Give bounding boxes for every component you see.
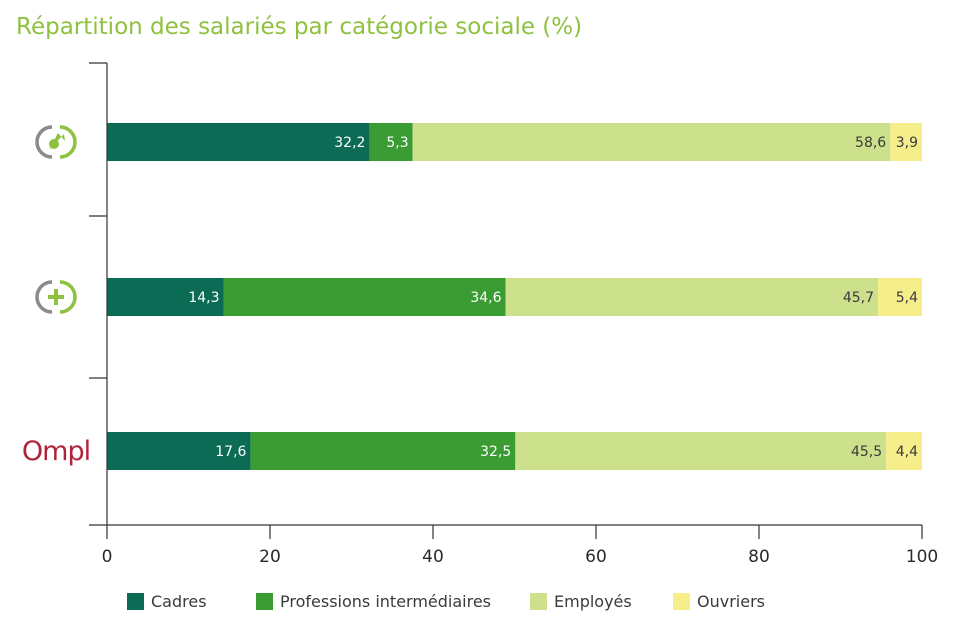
legend-item-ouvriers: Ouvriers: [673, 592, 765, 611]
data-label-0-1: 5,3: [386, 135, 408, 151]
legend-swatch: [530, 593, 547, 610]
legend-item-employ-s: Employés: [530, 592, 632, 611]
data-label-0-3: 3,9: [896, 135, 918, 151]
x-tick-label-80: 80: [748, 547, 770, 567]
x-tick-label-0: 0: [102, 547, 113, 567]
x-tick-label-20: 20: [259, 547, 281, 567]
legend-label: Professions intermédiaires: [280, 592, 492, 611]
data-label-1-3: 5,4: [896, 290, 918, 306]
legend-label: Ouvriers: [697, 592, 765, 611]
bar-2-employ-s: [515, 432, 887, 470]
legend-label: Employés: [554, 592, 632, 611]
bar-2-cadres: [107, 432, 251, 470]
bar-0-cadres: [107, 123, 370, 161]
x-tick-label-60: 60: [585, 547, 607, 567]
bar-0-employ-s: [412, 123, 891, 161]
data-label-0-0: 32,2: [334, 135, 365, 151]
chart-legend: Cadres Professions intermédiaires Employés…: [0, 592, 973, 618]
data-label-2-2: 45,5: [851, 444, 882, 460]
data-label-0-2: 58,6: [855, 135, 886, 151]
bar-2-professions-interm-diaires: [250, 432, 516, 470]
chart-plot: 0 20 40 60 80 100 32,2 5,3 58,6 3,9 14,3 34,6 45,7 5…: [22, 62, 938, 567]
green-plus-circle-icon: [35, 280, 77, 314]
chart-title: Répartition des salariés par catégorie s…: [16, 14, 583, 40]
bar-0-ouvriers: [890, 123, 922, 161]
ompl-logo: Ompl: [22, 436, 90, 467]
legend-swatch: [256, 593, 273, 610]
bar-1-professions-interm-diaires: [223, 278, 506, 316]
legend-swatch: [673, 593, 690, 610]
bar-1-employ-s: [505, 278, 878, 316]
data-label-2-0: 17,6: [215, 444, 246, 460]
bar-2-ouvriers: [886, 432, 922, 470]
x-tick-label-100: 100: [906, 547, 938, 567]
data-label-2-3: 4,4: [896, 444, 918, 460]
legend-item-professions-interm-diaires: Professions intermédiaires: [256, 592, 491, 611]
bar-0-professions-interm-diaires: [369, 123, 413, 161]
data-label-1-1: 34,6: [470, 290, 501, 306]
bar-1-cadres: [107, 278, 224, 316]
data-label-2-1: 32,5: [480, 444, 511, 460]
legend-item-cadres: Cadres: [127, 592, 207, 611]
green-arrow-circle-icon: [35, 125, 77, 159]
legend-swatch: [127, 593, 144, 610]
bar-1-ouvriers: [877, 278, 922, 316]
x-tick-label-40: 40: [422, 547, 444, 567]
legend-label: Cadres: [151, 592, 207, 611]
data-label-1-0: 14,3: [188, 290, 219, 306]
data-label-1-2: 45,7: [843, 290, 874, 306]
